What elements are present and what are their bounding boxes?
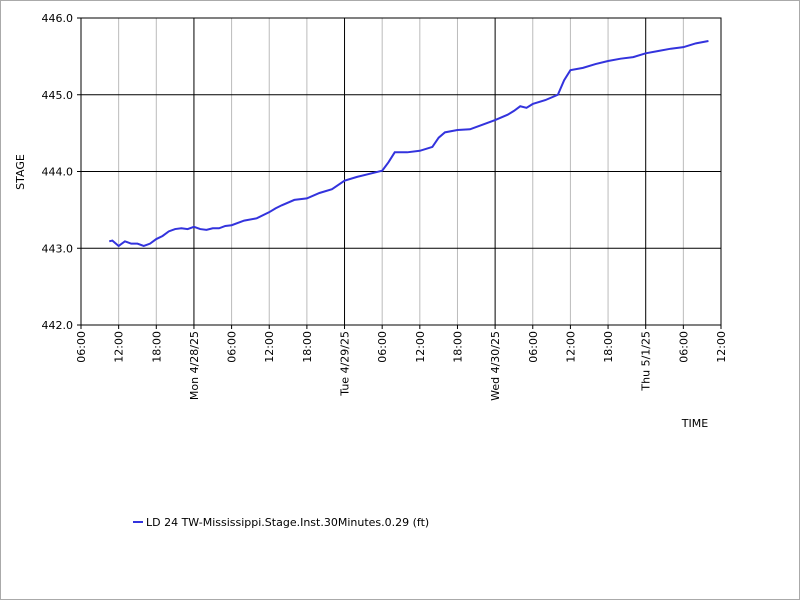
y-tick-label: 444.0 [42, 166, 74, 179]
x-tick-label: 18:00 [150, 331, 163, 363]
x-tick-label: 12:00 [715, 331, 728, 363]
x-tick-label: 06:00 [226, 331, 239, 363]
x-tick-label: Mon 4/28/25 [188, 331, 201, 400]
x-tick-label: 12:00 [113, 331, 126, 363]
x-tick-label: 18:00 [301, 331, 314, 363]
x-tick-label: Tue 4/29/25 [339, 331, 352, 397]
data-line [109, 40, 709, 248]
y-axis-label: STAGE [14, 154, 27, 190]
x-tick-label: 12:00 [414, 331, 427, 363]
x-tick-label: Wed 4/30/25 [489, 331, 502, 401]
x-tick-label: 06:00 [527, 331, 540, 363]
legend-label: LD 24 TW-Mississippi.Stage.Inst.30Minute… [146, 516, 429, 529]
x-tick-label: 12:00 [564, 331, 577, 363]
y-tick-label: 442.0 [42, 319, 74, 332]
y-tick-label: 446.0 [42, 12, 74, 25]
x-axis-label: TIME [681, 417, 708, 430]
x-tick-label: 06:00 [75, 331, 88, 363]
x-tick-label: 18:00 [451, 331, 464, 363]
plot-border [80, 17, 722, 326]
y-tick-label: 445.0 [42, 89, 74, 102]
x-tick-label: Thu 5/1/25 [640, 331, 653, 392]
x-tick-label: 06:00 [677, 331, 690, 363]
y-tick-label: 443.0 [42, 242, 74, 255]
x-tick-label: 06:00 [376, 331, 389, 363]
x-tick-label: 18:00 [602, 331, 615, 363]
x-tick-label: 12:00 [263, 331, 276, 363]
